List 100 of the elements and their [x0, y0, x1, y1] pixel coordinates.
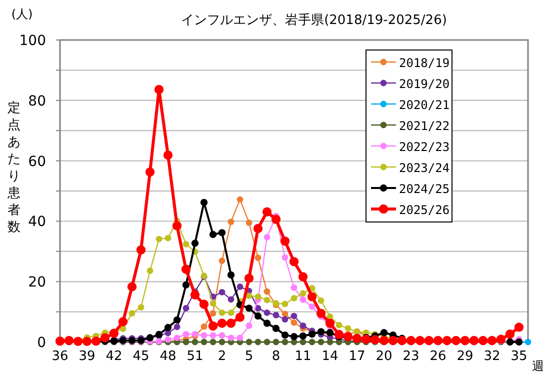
- point: [218, 288, 226, 296]
- point: [290, 319, 298, 326]
- point: [264, 296, 270, 304]
- point: [210, 332, 216, 339]
- point: [300, 322, 306, 329]
- x-tick-label: 48: [160, 349, 176, 364]
- point: [264, 288, 270, 295]
- point: [245, 304, 253, 312]
- chart-title: インフルエンザ、岩手県(2018/19-2025/26): [181, 13, 447, 28]
- point: [289, 257, 299, 266]
- point: [138, 304, 144, 310]
- x-tick-label: 14: [322, 349, 338, 364]
- point: [128, 310, 136, 317]
- point: [524, 338, 532, 346]
- x-tick-label: 29: [456, 349, 474, 364]
- point: [218, 338, 226, 346]
- point: [308, 330, 316, 338]
- point: [514, 322, 524, 332]
- point: [290, 332, 298, 340]
- point: [200, 338, 208, 346]
- point: [209, 230, 217, 238]
- y-axis-title: 定点あたり患者数: [6, 101, 20, 235]
- point: [226, 318, 236, 328]
- point: [235, 312, 245, 322]
- point: [127, 282, 137, 292]
- point: [181, 264, 191, 274]
- point: [318, 297, 324, 304]
- x-tick-label: 23: [402, 349, 420, 364]
- point: [326, 338, 334, 346]
- legend-label: 2025/26: [399, 203, 450, 217]
- x-tick-label: 8: [272, 349, 280, 364]
- point: [253, 224, 263, 234]
- point: [262, 207, 272, 216]
- point: [146, 268, 154, 274]
- point: [164, 324, 172, 332]
- point: [246, 220, 252, 226]
- point: [300, 338, 306, 346]
- point: [228, 296, 234, 303]
- point: [264, 338, 270, 346]
- y-tick-label: 100: [19, 33, 46, 49]
- point: [174, 334, 180, 341]
- point: [236, 334, 244, 341]
- x-tick-label: 17: [348, 349, 366, 364]
- x-tick-label: 32: [484, 349, 500, 364]
- point: [164, 234, 172, 242]
- point: [254, 254, 262, 261]
- point: [282, 300, 288, 308]
- x-tick-label: 26: [430, 349, 446, 364]
- x-tick-label: 2: [218, 349, 226, 364]
- point: [254, 312, 262, 320]
- point: [163, 150, 173, 160]
- point: [308, 303, 316, 310]
- x-tick-label: 36: [52, 349, 68, 364]
- point: [174, 324, 180, 330]
- point: [154, 84, 164, 94]
- y-tick-label: 80: [28, 93, 46, 110]
- point: [199, 300, 209, 309]
- point: [210, 300, 216, 307]
- point: [282, 338, 288, 346]
- y-tick-label: 0: [37, 335, 46, 351]
- legend-label: 2022/23: [399, 140, 450, 154]
- point: [218, 258, 226, 264]
- x-tick-label: 35: [510, 349, 528, 364]
- point: [300, 296, 306, 303]
- point: [316, 308, 326, 318]
- point: [280, 236, 290, 246]
- point: [217, 318, 227, 328]
- point: [200, 332, 208, 339]
- x-axis-title: 週: [532, 359, 544, 373]
- point: [227, 271, 235, 279]
- point: [272, 338, 280, 346]
- legend-label: 2021/22: [399, 119, 450, 133]
- point: [192, 338, 198, 346]
- point: [228, 218, 234, 226]
- point: [145, 167, 155, 177]
- y-tick-label: 60: [28, 154, 46, 170]
- x-tick-label: 39: [78, 349, 96, 364]
- point: [182, 338, 190, 346]
- point: [290, 295, 298, 302]
- point: [210, 338, 216, 346]
- x-tick-label: 5: [244, 349, 254, 364]
- point: [236, 196, 244, 203]
- point: [109, 328, 119, 338]
- point: [254, 294, 262, 300]
- point: [182, 281, 190, 289]
- point: [118, 317, 128, 326]
- point: [246, 292, 252, 299]
- point: [173, 316, 181, 324]
- point: [246, 322, 252, 329]
- legend-label: 2018/19: [399, 56, 450, 70]
- point: [182, 240, 190, 248]
- point: [218, 229, 226, 236]
- point: [290, 312, 298, 320]
- point: [282, 254, 288, 261]
- point: [228, 334, 234, 341]
- point: [344, 325, 352, 332]
- point: [120, 326, 126, 332]
- point: [182, 304, 190, 312]
- x-tick-label: 11: [294, 349, 312, 364]
- x-tick-label: 20: [376, 349, 392, 364]
